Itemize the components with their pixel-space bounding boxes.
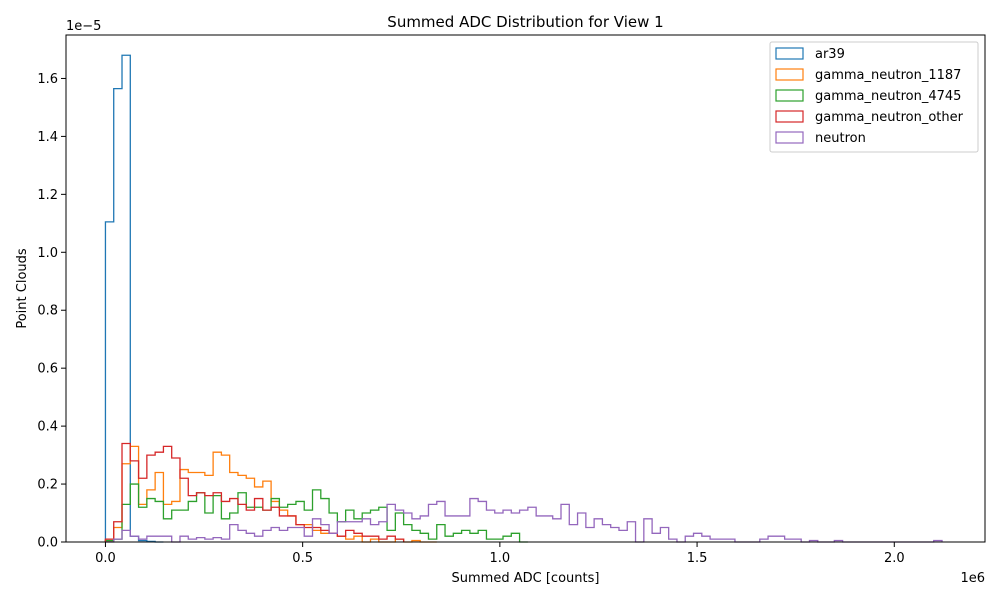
y-axis-offset-label: 1e−5 <box>66 19 101 34</box>
y-tick-label: 0.8 <box>37 304 58 319</box>
x-tick-label: 1.5 <box>687 551 708 566</box>
y-tick-label: 0.6 <box>37 362 58 377</box>
chart-title: Summed ADC Distribution for View 1 <box>387 13 663 31</box>
x-tick-label: 0.5 <box>292 551 313 566</box>
x-tick-label: 1.0 <box>490 551 511 566</box>
y-tick-label: 1.0 <box>37 246 58 261</box>
legend-label-neutron: neutron <box>815 131 866 146</box>
legend-box <box>769 41 979 153</box>
legend-swatch-ar39 <box>775 47 804 60</box>
x-tick-label: 0.0 <box>95 551 116 566</box>
x-axis-ticks: 0.0 0.5 1.0 1.5 2.0 <box>95 542 905 566</box>
series-neutron-histogram <box>105 497 943 543</box>
legend-swatch-neutron <box>775 131 804 144</box>
y-axis-ticks: 0.0 0.2 0.4 0.6 0.8 1.0 1.2 1.4 1.6 <box>37 72 66 551</box>
y-tick-label: 1.6 <box>37 72 58 87</box>
y-tick-label: 0.4 <box>37 420 58 435</box>
y-tick-label: 0.0 <box>37 536 58 551</box>
legend-label-gamma-neutron-other: gamma_neutron_other <box>815 110 964 125</box>
y-axis-label: Point Clouds <box>15 248 30 329</box>
series-gamma-neutron-4745-histogram <box>104 483 528 543</box>
legend-label-gamma-neutron-1187: gamma_neutron_1187 <box>815 68 961 83</box>
x-tick-label: 2.0 <box>884 551 905 566</box>
series-gamma-neutron-1187-histogram <box>104 445 437 543</box>
legend-swatch-gamma-neutron-4745 <box>775 89 804 102</box>
series-layer <box>104 54 943 543</box>
legend: ar39 gamma_neutron_1187 gamma_neutron_4745… <box>769 41 979 153</box>
legend-label-gamma-neutron-4745: gamma_neutron_4745 <box>815 89 961 104</box>
legend-label-ar39: ar39 <box>815 47 845 62</box>
x-axis-label: Summed ADC [counts] <box>452 571 600 586</box>
series-gamma-neutron-other-histogram <box>104 442 405 542</box>
axes-frame <box>65 34 986 543</box>
plot-area <box>65 34 986 543</box>
legend-swatch-gamma-neutron-1187 <box>775 68 804 81</box>
y-tick-label: 0.2 <box>37 478 58 493</box>
legend-swatch-gamma-neutron-other <box>775 110 804 123</box>
y-tick-label: 1.4 <box>37 130 58 145</box>
y-tick-label: 1.2 <box>37 188 58 203</box>
x-axis-offset-label: 1e6 <box>960 571 985 586</box>
